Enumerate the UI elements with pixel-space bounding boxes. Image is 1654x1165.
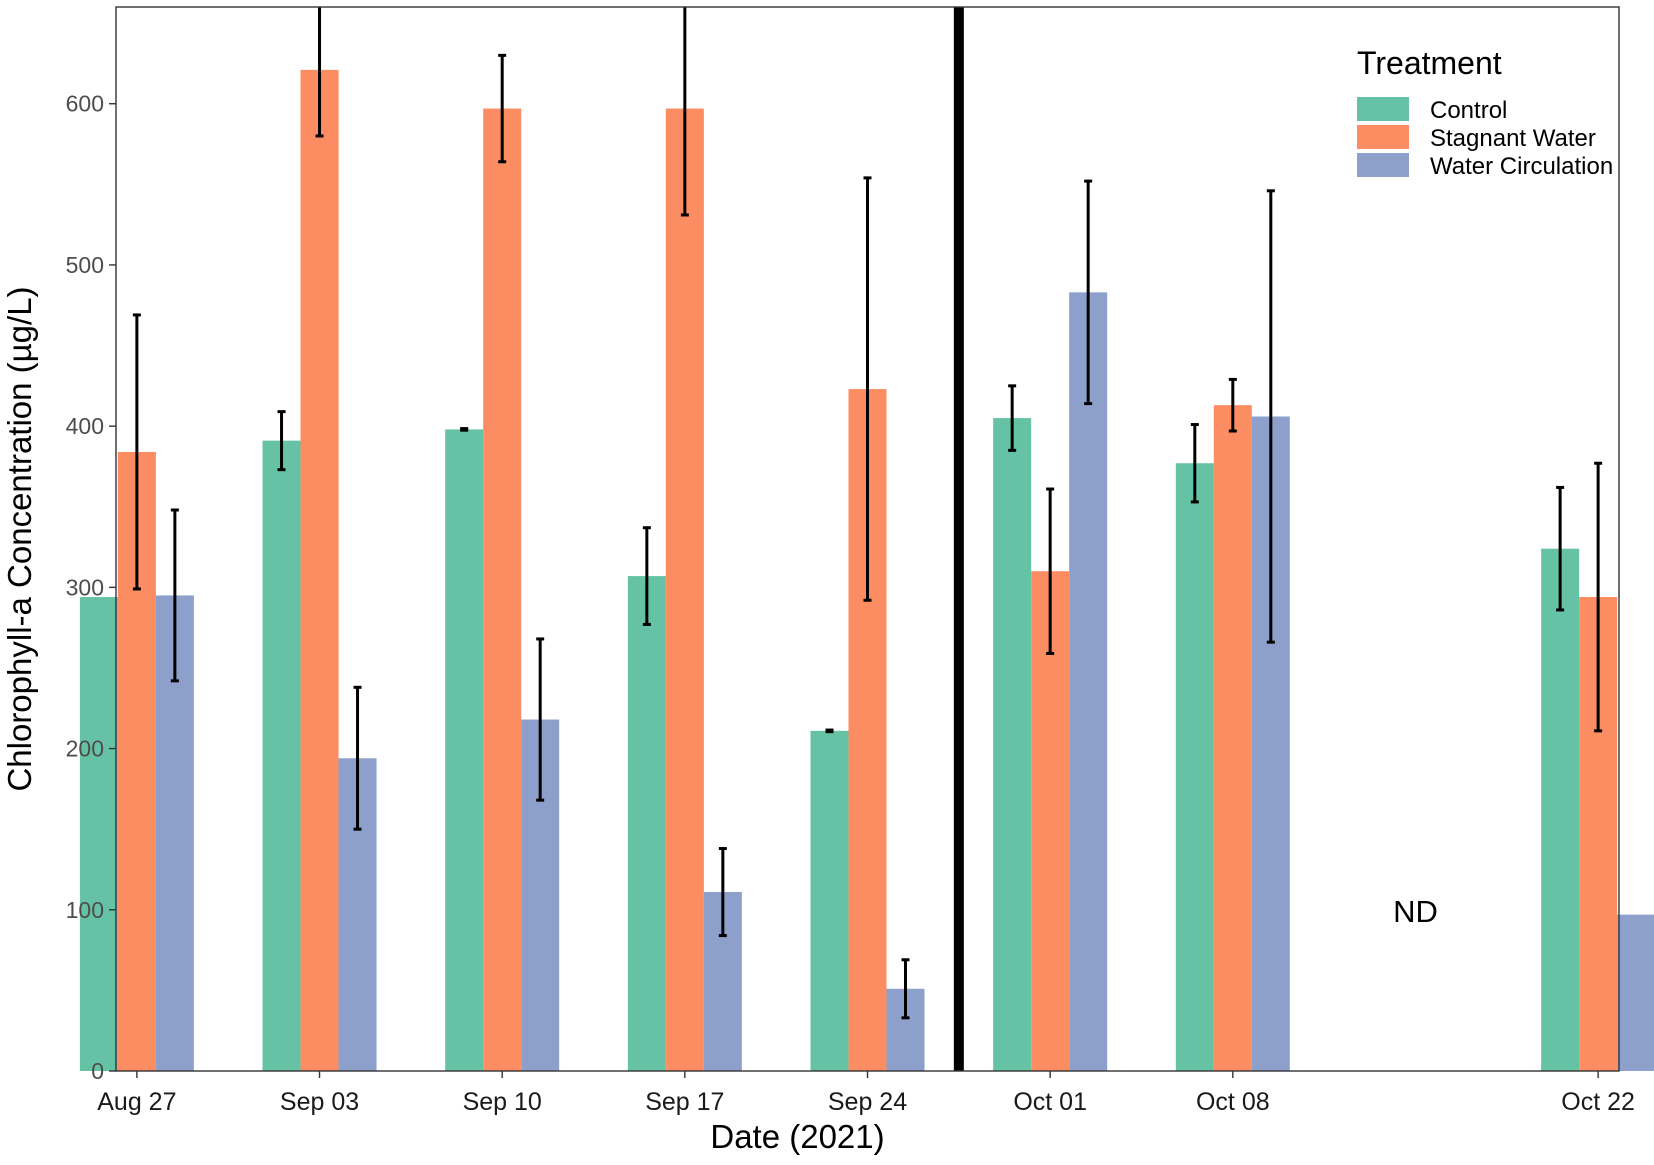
error-bar-control-oct-22 xyxy=(1556,485,1565,612)
error-bar-control-sep-17 xyxy=(642,526,651,626)
x-tick-label: Sep 10 xyxy=(463,1088,542,1116)
y-tick-label: 600 xyxy=(66,91,104,117)
error-bar-control-sep-03 xyxy=(277,410,286,472)
bar-stagnant-water-sep-10 xyxy=(483,108,522,1071)
bar-water-circulation-oct-22 xyxy=(1617,914,1654,1071)
y-tick-label: 0 xyxy=(91,1058,104,1084)
error-bar-stagnant-water-oct-22 xyxy=(1594,461,1603,733)
bar-stagnant-water-oct-08 xyxy=(1213,405,1252,1071)
legend-label-stagnant-water: Stagnant Water xyxy=(1430,125,1596,152)
error-bar-stagnant-water-sep-03 xyxy=(315,7,324,138)
bar-control-oct-01 xyxy=(993,418,1032,1072)
error-bar-water-circulation-sep-10 xyxy=(536,637,545,802)
legend-swatch-stagnant-water xyxy=(1357,125,1409,149)
y-axis-title: Chlorophyll-a Concentration (µg/L) xyxy=(1,286,38,791)
error-bar-stagnant-water-oct-08 xyxy=(1228,377,1237,433)
legend-swatch-control xyxy=(1357,97,1409,121)
y-tick-label: 100 xyxy=(66,897,104,923)
y-tick-label: 500 xyxy=(66,252,104,278)
legend-title: Treatment xyxy=(1357,45,1502,81)
error-bar-water-circulation-oct-08 xyxy=(1266,189,1275,644)
error-bar-water-circulation-oct-01 xyxy=(1084,179,1093,406)
x-tick-label: Oct 01 xyxy=(1013,1088,1087,1116)
error-bar-control-oct-08 xyxy=(1190,423,1199,504)
x-tick-label: Aug 27 xyxy=(97,1088,176,1116)
x-tick-label: Oct 22 xyxy=(1561,1088,1635,1116)
y-tick-label: 300 xyxy=(66,574,104,600)
legend-label-water-circulation: Water Circulation xyxy=(1430,153,1613,180)
error-bar-water-circulation-sep-17 xyxy=(718,847,727,938)
error-bar-stagnant-water-aug-27 xyxy=(132,313,141,591)
error-bar-stagnant-water-sep-10 xyxy=(498,53,507,164)
error-bar-control-oct-01 xyxy=(1008,384,1017,452)
y-tick-label: 400 xyxy=(66,413,104,439)
error-bar-stagnant-water-sep-24 xyxy=(863,176,872,602)
y-tick-label: 200 xyxy=(66,736,104,762)
error-bar-water-circulation-sep-24 xyxy=(901,958,910,1020)
bar-control-oct-22 xyxy=(1541,548,1580,1071)
x-tick-label: Sep 03 xyxy=(280,1088,359,1116)
bar-water-circulation-oct-01 xyxy=(1069,292,1108,1072)
bar-control-aug-27 xyxy=(79,597,118,1071)
error-bar-stagnant-water-oct-01 xyxy=(1046,487,1055,655)
error-bar-water-circulation-sep-03 xyxy=(353,685,362,831)
legend-swatch-water-circulation xyxy=(1357,153,1409,177)
error-bar-water-circulation-aug-27 xyxy=(170,508,179,683)
x-tick-label: Oct 08 xyxy=(1196,1088,1270,1116)
bar-stagnant-water-sep-17 xyxy=(665,108,704,1071)
error-bar-control-sep-24 xyxy=(825,728,834,734)
annotation-nd: ND xyxy=(1393,894,1438,929)
error-bar-control-sep-10 xyxy=(460,427,469,432)
x-tick-label: Sep 17 xyxy=(645,1088,724,1116)
error-bar-stagnant-water-sep-17 xyxy=(680,7,689,217)
legend-label-control: Control xyxy=(1430,97,1507,124)
x-tick-label: Sep 24 xyxy=(828,1088,907,1116)
bar-control-sep-24 xyxy=(810,730,849,1071)
bar-control-sep-03 xyxy=(262,440,301,1071)
x-axis-title: Date (2021) xyxy=(710,1118,884,1155)
bar-control-oct-08 xyxy=(1175,463,1214,1072)
bar-control-sep-17 xyxy=(627,576,666,1071)
bar-stagnant-water-sep-03 xyxy=(300,69,339,1072)
bar-control-sep-10 xyxy=(445,429,484,1071)
